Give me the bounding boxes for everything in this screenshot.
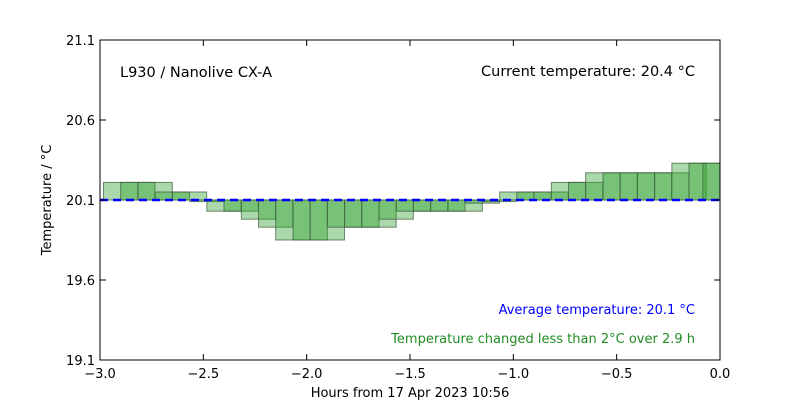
y-axis-label: Temperature / °C xyxy=(40,145,55,257)
x-axis-label: Hours from 17 Apr 2023 10:56 xyxy=(311,386,510,400)
x-tick-label: −2.5 xyxy=(188,367,220,382)
temperature-change-label: Temperature changed less than 2°C over 2… xyxy=(390,332,695,347)
current-temperature-label: Current temperature: 20.4 °C xyxy=(481,64,695,80)
y-tick-label: 20.6 xyxy=(66,114,95,129)
average-temperature-label: Average temperature: 20.1 °C xyxy=(499,303,695,318)
y-tick-label: 19.1 xyxy=(66,354,95,369)
y-tick-label: 20.1 xyxy=(66,194,95,209)
x-tick-label: 0.0 xyxy=(710,367,731,382)
x-tick-label: −2.0 xyxy=(291,367,323,382)
x-tick-label: −0.5 xyxy=(601,367,633,382)
x-tick-label: −1.5 xyxy=(394,367,426,382)
temperature-bar xyxy=(702,162,720,201)
plot-frame xyxy=(99,39,721,361)
x-tick-label: −3.0 xyxy=(84,367,116,382)
x-tick-label: −1.0 xyxy=(498,367,530,382)
temperature-bar xyxy=(171,191,208,201)
instrument-label: L930 / Nanolive CX-A xyxy=(120,65,272,81)
y-tick-label: 21.1 xyxy=(66,34,95,49)
axis-ticks: −3.0 −2.5 −2.0 −1.5 −1.0 −0.5 0.0 19.1 19.6 20.1 2… xyxy=(66,34,730,382)
y-tick-label: 19.6 xyxy=(66,274,95,289)
temperature-bar xyxy=(688,162,720,201)
